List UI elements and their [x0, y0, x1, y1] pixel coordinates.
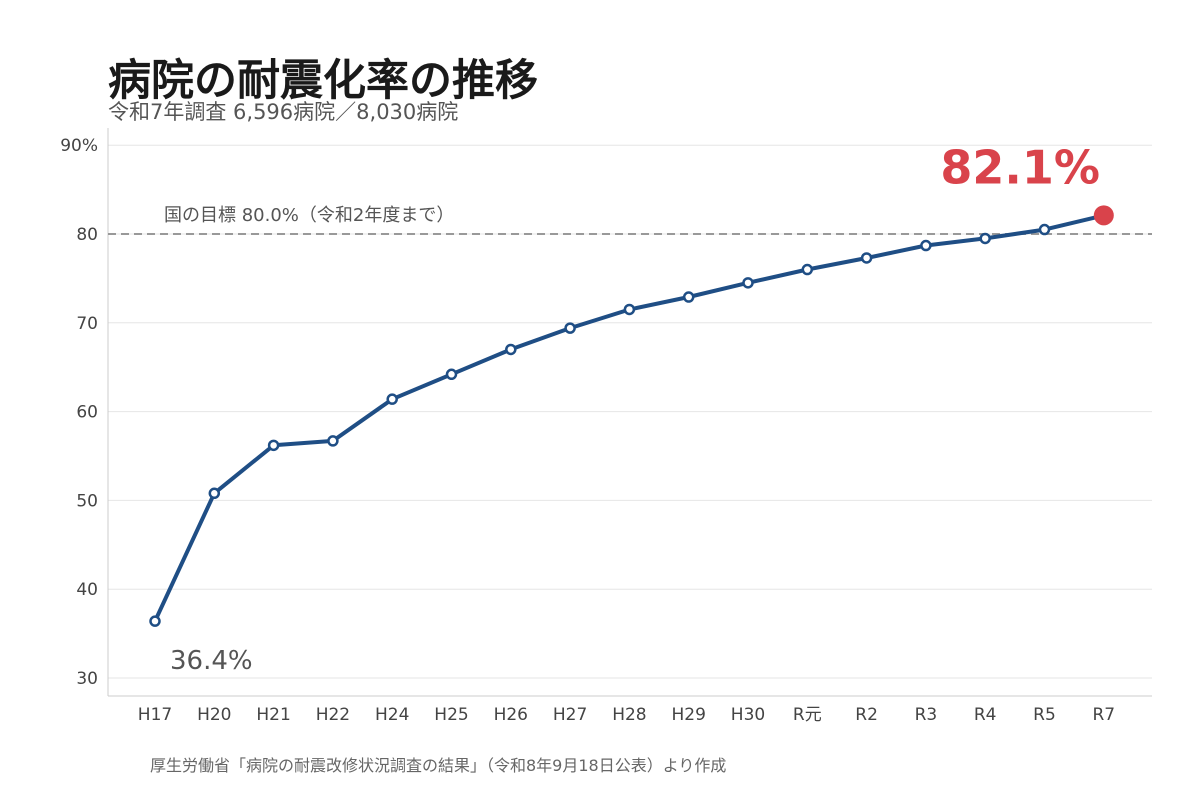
data-point: [208, 487, 221, 500]
x-tick-label: R元: [793, 705, 822, 725]
data-point: [801, 263, 814, 276]
y-tick-label: 40: [76, 580, 98, 600]
x-tick-label: R7: [1092, 705, 1115, 725]
x-tick-label: H20: [197, 705, 231, 725]
x-tick-label: H24: [375, 705, 409, 725]
data-point: [682, 291, 695, 303]
first-value-label: 36.4%: [170, 646, 253, 676]
chart-subtitle: 令和7年調査 6,596病院／8,030病院: [108, 100, 459, 124]
last-value-label: 82.1%: [940, 140, 1100, 194]
x-tick-label: H26: [494, 705, 528, 725]
data-point: [920, 239, 932, 252]
y-tick-label: 30: [76, 669, 98, 689]
data-point: [267, 439, 280, 452]
data-point: [860, 252, 873, 264]
data-point: [386, 393, 398, 405]
y-tick-label: 80: [76, 225, 98, 245]
data-point: [445, 368, 458, 381]
x-tick-label: R4: [974, 705, 997, 725]
x-tick-label: H22: [316, 705, 350, 725]
source-note: 厚生労働省「病院の耐震改修状況調査の結果」（令和8年9月18日公表）より作成: [150, 756, 727, 775]
x-tick-label: H30: [731, 705, 765, 725]
x-tick-label: H28: [612, 705, 646, 725]
data-point: [505, 343, 517, 356]
x-tick-label: H17: [138, 705, 172, 725]
x-tick-label: H29: [671, 705, 705, 725]
data-point-highlight: [1093, 205, 1114, 226]
x-tick-labels: H17 H20 H21 H22 H24 H25 H26 H27 H28 H29 H30 R元 R2 R3 R…: [138, 705, 1115, 725]
y-tick-label: 90%: [60, 136, 98, 156]
y-tick-labels: 30 40 50 60 70 80 90%: [60, 136, 98, 689]
series-line: [153, 213, 1105, 623]
x-tick-label: H21: [256, 705, 290, 725]
data-point: [327, 435, 339, 447]
x-tick-label: R5: [1033, 705, 1056, 725]
chart-title: 病院の耐震化率の推移: [108, 56, 538, 106]
x-tick-label: H27: [553, 705, 587, 725]
y-tick-label: 60: [76, 403, 98, 423]
x-tick-label: R2: [855, 705, 878, 725]
target-label: 国の目標 80.0%（令和2年度まで）: [164, 205, 454, 226]
data-point: [1038, 223, 1051, 236]
data-point: [623, 303, 636, 316]
x-tick-label: H25: [434, 705, 468, 725]
data-point: [564, 322, 576, 334]
data-points: [149, 205, 1114, 627]
y-tick-label: 70: [76, 314, 98, 334]
data-point: [149, 615, 161, 627]
x-tick-label: R3: [915, 705, 938, 725]
data-point: [979, 232, 991, 245]
y-tick-label: 50: [76, 491, 98, 511]
data-point: [742, 277, 754, 289]
